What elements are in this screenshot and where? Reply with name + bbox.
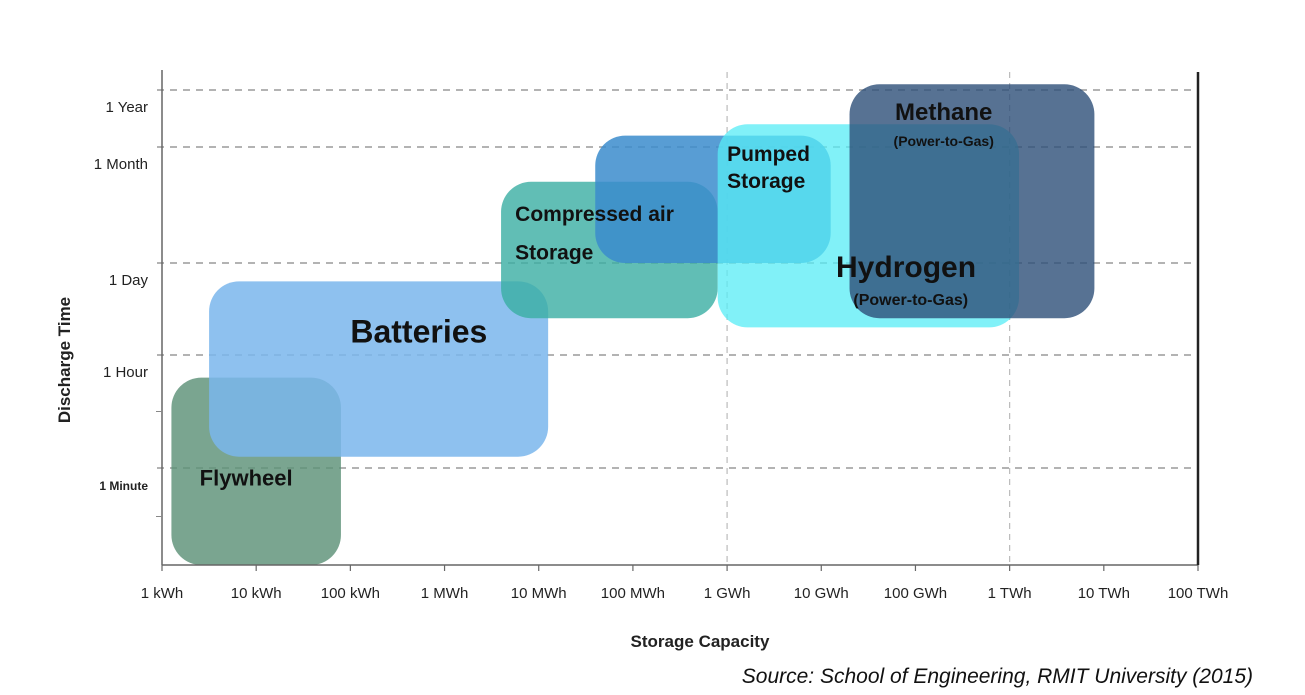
x-tick-label: 1 GWh xyxy=(704,585,751,602)
region-label: (Power-to-Gas) xyxy=(894,133,994,149)
technology-regions xyxy=(171,84,1095,565)
region-label: Flywheel xyxy=(200,466,293,491)
x-tick-label: 100 MWh xyxy=(601,585,665,602)
region-label: Batteries xyxy=(350,313,487,349)
region-label: Storage xyxy=(727,170,805,193)
y-tick-label: 1 Day xyxy=(109,272,149,289)
x-tick-label: 10 TWh xyxy=(1078,585,1130,602)
axes xyxy=(161,70,1200,566)
region-label: Hydrogen xyxy=(836,251,976,284)
x-tick-label: 100 TWh xyxy=(1168,585,1229,602)
y-tick-label: 1 Year xyxy=(105,99,148,116)
region-label: Compressed air xyxy=(515,203,674,226)
x-axis-title: Storage Capacity xyxy=(631,632,770,651)
region-label: Pumped xyxy=(727,143,810,166)
region-methane xyxy=(849,84,1095,319)
region-label: Storage xyxy=(515,241,593,264)
region-label: (Power-to-Gas) xyxy=(853,292,968,309)
source-caption: Source: School of Engineering, RMIT Univ… xyxy=(741,665,1253,688)
x-tick-label: 1 MWh xyxy=(421,585,469,602)
x-tick-label: 100 GWh xyxy=(884,585,947,602)
y-tick-label: 1 Hour xyxy=(103,364,148,381)
x-tick-label: 10 GWh xyxy=(794,585,849,602)
x-tick-label: 10 MWh xyxy=(511,585,567,602)
x-tick-label: 100 kWh xyxy=(321,585,380,602)
region-labels: Flywheel Batteries Compressed air Storage Pu… xyxy=(200,99,994,491)
region-label: Methane xyxy=(895,99,992,126)
y-tick-label: 1 Minute xyxy=(99,479,148,493)
y-tick-label: 1 Month xyxy=(94,156,148,173)
region-batteries xyxy=(209,281,549,457)
x-tick-label: 1 TWh xyxy=(988,585,1032,602)
x-tick-labels: 1 kWh 10 kWh 100 kWh 1 MWh 10 MWh 100 MWh 1 GW… xyxy=(141,565,1229,602)
y-axis-title: Discharge Time xyxy=(55,297,74,423)
storage-chart: 1 kWh 10 kWh 100 kWh 1 MWh 10 MWh 100 MWh 1 GW… xyxy=(55,70,1229,651)
y-tick-labels: 1 Minute 1 Hour 1 Day 1 Month 1 Year xyxy=(94,99,162,517)
x-tick-label: 1 kWh xyxy=(141,585,184,602)
x-tick-label: 10 kWh xyxy=(231,585,282,602)
